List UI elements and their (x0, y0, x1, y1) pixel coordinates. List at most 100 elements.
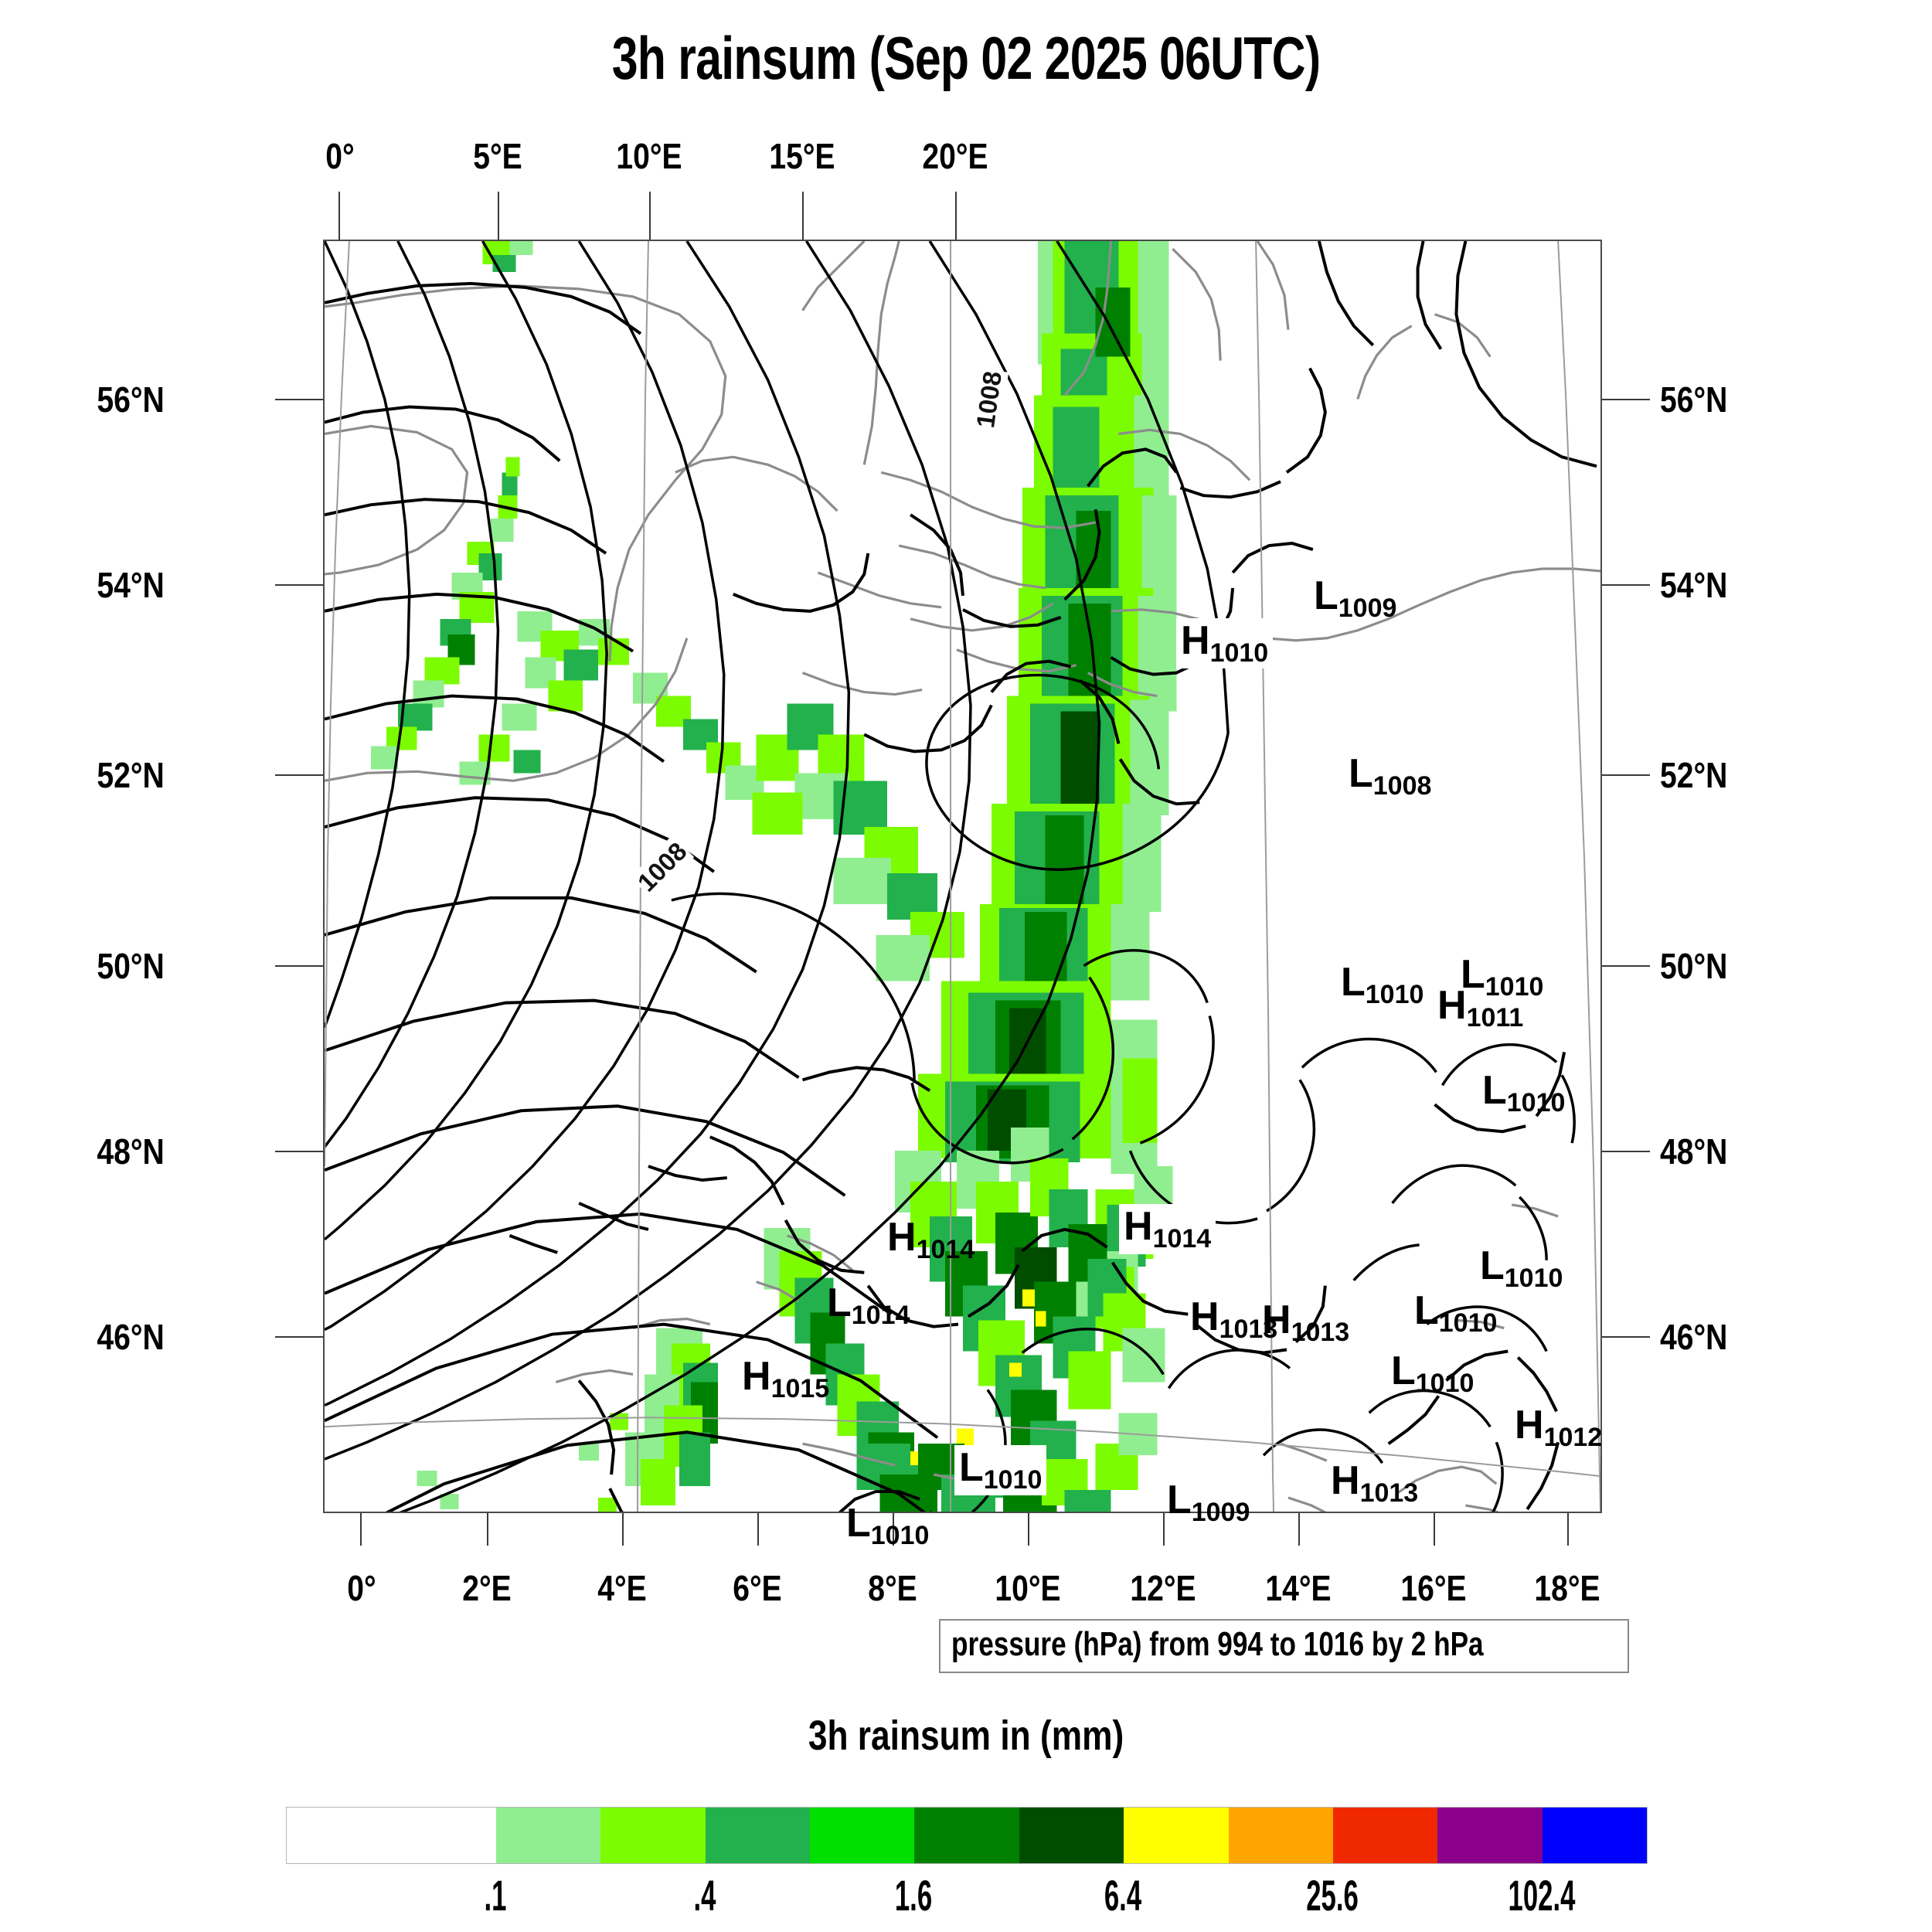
colorbar-swatch-7 (1019, 1808, 1124, 1863)
top-tick-label: 15°E (769, 136, 835, 176)
top-tickmark (498, 192, 499, 240)
low-pressure-marker: L1010 (1341, 962, 1423, 1008)
right-tickmark (1602, 965, 1650, 967)
pressure-marker-letter: H (1437, 983, 1467, 1028)
pressure-marker-value: 1011 (1466, 1003, 1524, 1033)
bottom-tick-label: 10°E (995, 1568, 1061, 1608)
bottom-tickmark (1298, 1513, 1300, 1546)
pressure-marker-value: 1010 (1506, 1088, 1566, 1118)
low-pressure-marker: L1010 (1482, 1070, 1565, 1116)
right-tickmark (1602, 774, 1650, 776)
left-tick-label: 52°N (97, 755, 165, 795)
right-tickmark (1602, 1336, 1650, 1338)
pressure-marker-value: 1010 (1365, 980, 1424, 1010)
colorbar-tick-label: 6.4 (1104, 1871, 1142, 1920)
bottom-tickmark (1567, 1513, 1569, 1546)
bottom-tick-label: 0° (347, 1568, 376, 1608)
pressure-marker-letter: L (1314, 573, 1338, 618)
pressure-marker-value: 1008 (1372, 771, 1432, 801)
map-canvas (325, 241, 1600, 1512)
pressure-marker-value: 1010 (983, 1465, 1043, 1495)
bottom-tick-label: 18°E (1534, 1568, 1600, 1608)
left-tick-label: 54°N (97, 565, 165, 605)
country-borders-layer (325, 241, 1597, 1512)
bottom-tick-label: 2°E (462, 1568, 512, 1608)
top-tickmark (649, 192, 651, 240)
pressure-marker-value: 1014 (916, 1235, 975, 1265)
colorbar-swatch-9 (1228, 1808, 1333, 1863)
pressure-marker-letter: L (959, 1445, 984, 1490)
top-tick-label: 10°E (616, 136, 682, 176)
pressure-marker-value: 1013 (1359, 1478, 1419, 1509)
high-pressure-marker: H1013 (1331, 1461, 1418, 1506)
left-tickmark (275, 774, 323, 776)
high-pressure-marker: H1014 (1119, 1204, 1216, 1255)
colorbar-swatch-6 (914, 1808, 1019, 1863)
graticule-layer (325, 241, 1600, 1512)
page-title: 3h rainsum (Sep 02 2025 06UTC) (611, 24, 1321, 92)
low-pressure-marker: L1010 (1461, 954, 1543, 1000)
pressure-legend-text: pressure (hPa) from 994 to 1016 by 2 hPa (951, 1625, 1484, 1663)
bottom-tickmark (622, 1513, 624, 1546)
left-tickmark (275, 1336, 323, 1338)
right-tick-label: 54°N (1660, 565, 1728, 605)
pressure-marker-letter: H (742, 1354, 771, 1399)
colorbar-tick-labels: .1 .4 1.6 6.4 25.6 102.4 (286, 1870, 1646, 1932)
bottom-tickmark (1434, 1513, 1435, 1546)
pressure-marker-letter: H (1262, 1298, 1291, 1342)
colorbar-tick-label: .1 (484, 1871, 507, 1920)
pressure-marker-value: 1010 (1438, 1308, 1498, 1338)
low-pressure-marker: L1010 (846, 1503, 929, 1549)
low-pressure-marker: L1009 (1167, 1480, 1250, 1526)
high-pressure-marker: H1012 (1515, 1405, 1602, 1451)
top-tick-label: 5°E (473, 136, 522, 176)
bottom-tick-label: 16°E (1400, 1568, 1467, 1608)
low-pressure-marker: L1010 (954, 1445, 1047, 1496)
right-tickmark (1602, 399, 1650, 400)
top-tickmark (955, 192, 957, 240)
colorbar-tick-label: .4 (693, 1871, 716, 1920)
high-pressure-marker: H1014 (887, 1217, 975, 1263)
pressure-marker-letter: L (1480, 1243, 1505, 1288)
bottom-tick-label: 4°E (597, 1568, 647, 1608)
pressure-marker-value: 1014 (851, 1301, 910, 1331)
top-tickmark (338, 192, 340, 240)
pressure-marker-value: 1010 (1209, 638, 1269, 668)
right-tick-label: 46°N (1660, 1317, 1728, 1357)
colorbar-tick-label: 1.6 (895, 1871, 933, 1920)
low-pressure-marker: L1009 (1314, 576, 1396, 621)
colorbar-swatch-4 (705, 1808, 810, 1863)
high-pressure-marker: H1010 (1176, 618, 1274, 669)
pressure-marker-letter: H (1124, 1204, 1153, 1249)
pressure-marker-value: 1012 (1543, 1423, 1603, 1453)
pressure-marker-letter: L (1414, 1288, 1439, 1333)
bottom-tick-label: 8°E (868, 1568, 917, 1608)
right-tickmark (1602, 584, 1650, 586)
left-tickmark (275, 965, 323, 967)
pressure-marker-value: 1010 (1504, 1264, 1563, 1294)
left-tickmark (275, 1151, 323, 1152)
low-pressure-marker: L1010 (1480, 1246, 1563, 1291)
pressure-marker-letter: H (1181, 618, 1210, 663)
pressure-marker-value: 1010 (1415, 1369, 1475, 1399)
colorbar-swatch-0 (287, 1808, 392, 1863)
pressure-marker-value: 1013 (1219, 1315, 1278, 1345)
colorbar-swatch-8 (1124, 1808, 1229, 1863)
pressure-marker-value: 1010 (870, 1521, 930, 1551)
top-tick-label: 20°E (922, 136, 988, 176)
right-tick-label: 48°N (1660, 1131, 1728, 1172)
pressure-marker-letter: H (1331, 1458, 1360, 1503)
right-tick-label: 56°N (1660, 379, 1728, 420)
coastlines-layer (325, 241, 1600, 1512)
low-pressure-marker: L1014 (827, 1283, 910, 1328)
pressure-marker-letter: L (1391, 1349, 1416, 1393)
high-pressure-marker: H1015 (742, 1356, 829, 1402)
left-tick-label: 50°N (97, 946, 165, 986)
left-tickmark (275, 399, 323, 400)
pressure-marker-letter: L (1482, 1068, 1507, 1113)
colorbar (286, 1807, 1648, 1864)
top-tickmark (802, 192, 804, 240)
bottom-tickmark (1028, 1513, 1029, 1546)
bottom-tick-label: 6°E (733, 1568, 782, 1608)
map-plot-area: 1008 1008 (323, 240, 1602, 1513)
